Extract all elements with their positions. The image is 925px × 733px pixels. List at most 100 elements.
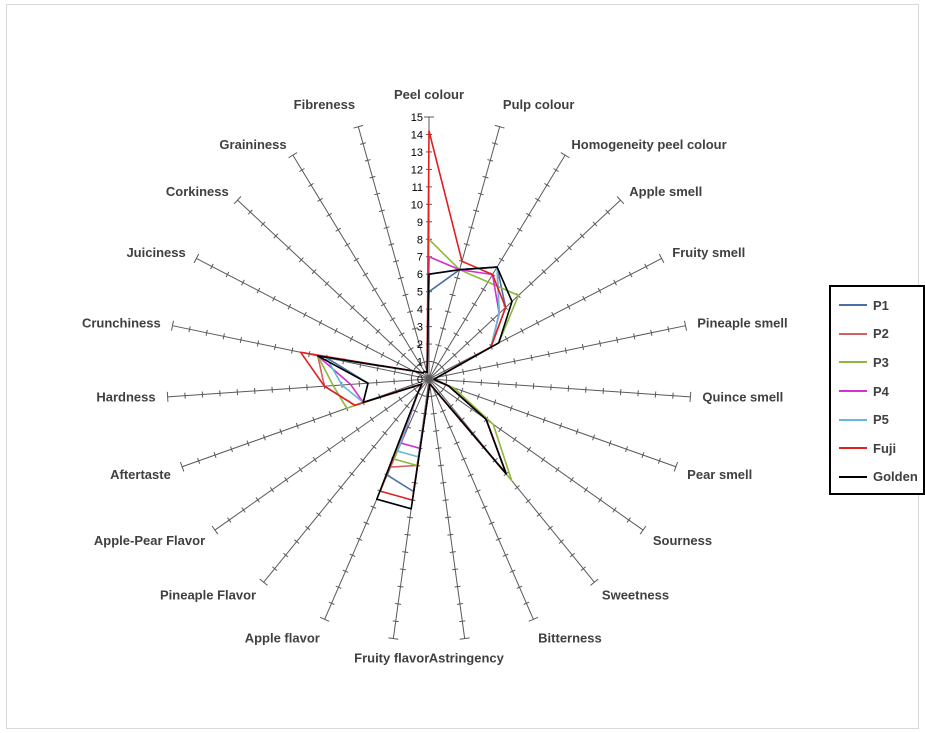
axis-tick bbox=[389, 317, 396, 322]
axis-tick bbox=[392, 620, 399, 623]
axis-tick bbox=[380, 302, 387, 307]
axis-tick bbox=[365, 343, 369, 350]
axis-spoke bbox=[357, 126, 430, 380]
axis-tick bbox=[560, 152, 570, 159]
axis-tick bbox=[260, 221, 266, 227]
axis-tick bbox=[411, 327, 418, 330]
axis-tick bbox=[440, 327, 447, 330]
axis-tick bbox=[528, 281, 534, 287]
axis-tick bbox=[608, 440, 612, 447]
axis-tick bbox=[371, 444, 377, 450]
legend-item: P1 bbox=[839, 291, 923, 320]
axis-tick bbox=[590, 578, 599, 586]
scale-tick-label: 2 bbox=[417, 339, 423, 351]
axis-tick bbox=[639, 525, 647, 535]
axis-tick bbox=[179, 461, 185, 472]
axis-tick bbox=[504, 335, 509, 342]
axis-tick bbox=[364, 159, 371, 162]
legend-swatch bbox=[839, 390, 867, 393]
axis-tick bbox=[667, 326, 670, 333]
axis-tick bbox=[444, 347, 450, 352]
axis-tick bbox=[673, 461, 679, 472]
axis-tick bbox=[388, 243, 395, 246]
axis-tick bbox=[559, 422, 563, 429]
axis-tick bbox=[525, 498, 531, 504]
axis-tick bbox=[362, 272, 369, 277]
axis-tick bbox=[360, 458, 366, 463]
axis-label: Peel colour bbox=[394, 87, 464, 102]
axis-tick bbox=[334, 327, 338, 334]
axis-tick bbox=[170, 320, 174, 331]
axis-tick bbox=[356, 537, 363, 541]
axis-tick bbox=[317, 197, 323, 202]
axis-tick bbox=[612, 507, 617, 513]
axis-tick bbox=[597, 287, 602, 294]
axis-tick bbox=[406, 516, 414, 519]
axis-tick bbox=[335, 227, 342, 232]
axis-tick bbox=[241, 507, 246, 513]
axis-label: Hardness bbox=[96, 390, 155, 405]
axis-tick bbox=[526, 411, 530, 418]
scale-tick-label: 4 bbox=[417, 304, 423, 316]
legend-swatch bbox=[839, 332, 867, 335]
axis-tick bbox=[487, 159, 494, 162]
scale-tick-label: 9 bbox=[417, 217, 423, 229]
axis-tick bbox=[555, 466, 560, 473]
axis-tick bbox=[547, 351, 550, 358]
axis-label: Aftertaste bbox=[110, 467, 171, 482]
scale-tick-label: 1 bbox=[417, 357, 423, 369]
axis-tick bbox=[308, 183, 314, 187]
axis-label: Juiciness bbox=[126, 245, 185, 260]
axis-tick bbox=[512, 436, 517, 443]
axis-tick bbox=[579, 233, 585, 239]
axis-tick bbox=[273, 233, 279, 239]
scale-tick-label: 11 bbox=[412, 182, 423, 194]
axis-tick bbox=[476, 393, 480, 400]
axis-tick bbox=[598, 340, 602, 347]
axis-tick bbox=[625, 446, 628, 453]
radar-series bbox=[299, 130, 520, 510]
legend-label: P4 bbox=[873, 383, 889, 399]
legend-label: P2 bbox=[873, 326, 889, 342]
axis-tick bbox=[473, 209, 480, 213]
axis-tick bbox=[462, 317, 469, 322]
legend-label: Fuji bbox=[873, 440, 897, 456]
axis-tick bbox=[454, 276, 461, 280]
axis-tick bbox=[299, 168, 305, 173]
axis-tick bbox=[442, 499, 449, 502]
axis-tick bbox=[259, 578, 268, 586]
legend-swatch bbox=[839, 475, 867, 478]
axis-label: Quince smell bbox=[702, 390, 783, 405]
axis-tick bbox=[567, 245, 572, 251]
axis-tick bbox=[398, 332, 405, 337]
axis-tick bbox=[544, 183, 550, 187]
axis-tick bbox=[444, 516, 452, 519]
legend-label: P3 bbox=[873, 354, 889, 370]
axis-label: Fruity flavor bbox=[354, 650, 429, 665]
axis-tick bbox=[564, 347, 567, 354]
axis-tick bbox=[407, 310, 414, 314]
axis-tick bbox=[430, 412, 437, 415]
axis-tick bbox=[369, 416, 375, 423]
axis-tick bbox=[326, 212, 332, 217]
axis-spoke bbox=[428, 378, 466, 639]
axis-tick bbox=[498, 426, 503, 433]
axis-tick bbox=[360, 142, 367, 145]
axis-tick bbox=[388, 637, 399, 640]
axis-label: Pear smell bbox=[687, 467, 752, 482]
axis-tick bbox=[318, 319, 323, 326]
axis-spoke bbox=[428, 378, 691, 398]
axis-spoke bbox=[196, 258, 430, 380]
axis-tick bbox=[460, 387, 464, 394]
axis-tick bbox=[495, 537, 502, 541]
axis-tick bbox=[370, 505, 377, 509]
axis-tick bbox=[684, 320, 688, 331]
axis-tick bbox=[509, 405, 513, 412]
axis-tick bbox=[616, 196, 625, 205]
axis-tick bbox=[536, 512, 542, 517]
axis-tick bbox=[569, 552, 575, 558]
axis-tick bbox=[213, 452, 217, 459]
axis-label: Pineaple Flavor bbox=[160, 588, 256, 603]
legend-swatch bbox=[839, 447, 867, 450]
axis-tick bbox=[459, 620, 466, 623]
